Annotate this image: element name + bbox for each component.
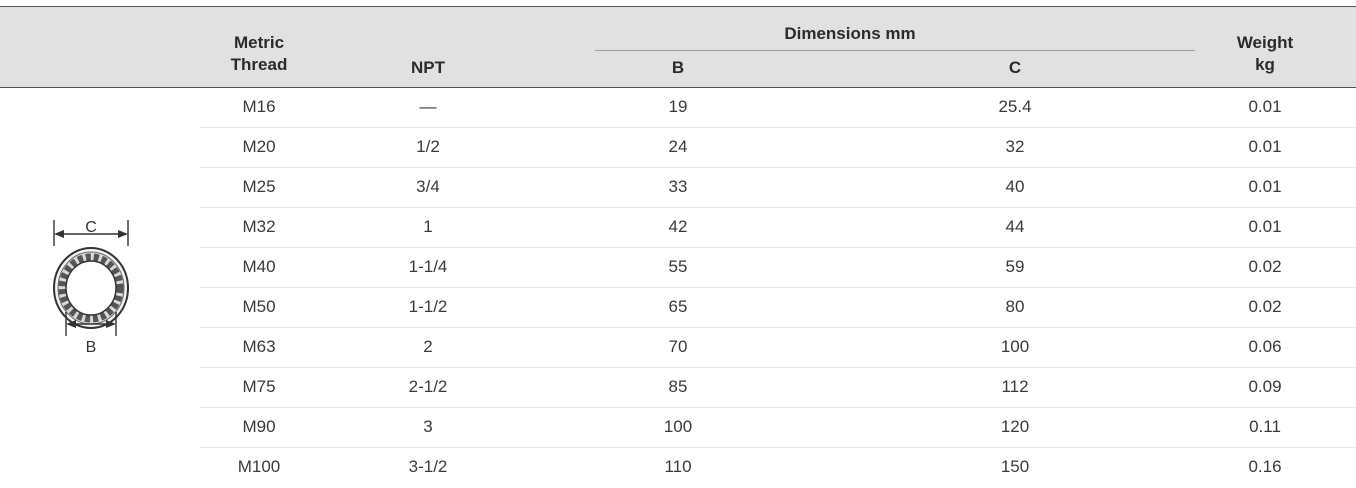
cell-weight: 0.01 (1248, 177, 1282, 196)
cell-weight: 0.06 (1248, 337, 1282, 356)
c-arrow-right (118, 230, 128, 238)
diagram-label-b: B (86, 339, 97, 356)
ring-seal-diagram-icon: C B (40, 212, 150, 372)
header-c: C (1008, 58, 1022, 77)
row-divider (200, 447, 1356, 448)
cell-b: 55 (668, 257, 688, 276)
cell-weight: 0.02 (1248, 297, 1282, 316)
cell-weight: 0.01 (1248, 217, 1282, 236)
cell-npt: 3/4 (416, 177, 440, 196)
cell-b: 24 (668, 137, 688, 156)
cell-npt: 1 (423, 217, 433, 236)
cell-weight: 0.09 (1248, 377, 1282, 396)
cell-thread: M63 (242, 337, 276, 356)
cell-c: 100 (1000, 337, 1030, 356)
ring-inner (65, 260, 117, 316)
table-row: M20 1/2 24 32 0.01 (0, 128, 1356, 168)
cell-b: 70 (668, 337, 688, 356)
cell-thread: M90 (242, 417, 276, 436)
header-npt: NPT (411, 58, 445, 77)
row-divider (200, 207, 1356, 208)
cell-b: 19 (668, 97, 688, 116)
cell-b: 110 (664, 457, 692, 476)
cell-npt: 3 (423, 417, 433, 436)
b-arrow-left (66, 320, 76, 328)
row-divider (200, 407, 1356, 408)
cell-thread: M40 (242, 257, 276, 276)
cell-npt: 1/2 (416, 137, 440, 156)
header-metric-line1: Metric (233, 33, 285, 52)
header-b: B (671, 58, 685, 77)
cell-npt: 2-1/2 (408, 377, 448, 396)
cell-c: 150 (1000, 457, 1030, 476)
cell-c: 40 (1005, 177, 1025, 196)
cell-b: 65 (668, 297, 688, 316)
table-row: M63 2 70 100 0.06 (0, 328, 1356, 368)
cell-weight: 0.02 (1248, 257, 1282, 276)
cell-b: 42 (668, 217, 688, 236)
cell-thread: M32 (242, 217, 276, 236)
cell-weight: 0.11 (1249, 417, 1281, 436)
table-row: M90 3 100 120 0.11 (0, 408, 1356, 448)
row-divider (200, 327, 1356, 328)
row-divider (200, 247, 1356, 248)
dimensions-group-underline (595, 50, 1195, 51)
cell-c: 44 (1005, 217, 1025, 236)
cell-thread: M20 (242, 137, 276, 156)
cell-c: 120 (1000, 417, 1030, 436)
cell-npt: 3-1/2 (408, 457, 448, 476)
cell-c: 32 (1005, 137, 1025, 156)
cell-b: 85 (668, 377, 688, 396)
header-weight-line2: kg (1255, 55, 1275, 74)
top-rule (0, 6, 1356, 7)
c-arrow-left (54, 230, 64, 238)
cell-weight: 0.01 (1248, 97, 1282, 116)
table-header (0, 7, 1356, 87)
cell-npt: — (419, 97, 437, 116)
row-divider (200, 367, 1356, 368)
cell-npt: 1-1/2 (408, 297, 448, 316)
cell-thread: M100 (237, 457, 281, 476)
header-weight: Weight kg (1200, 32, 1330, 76)
cell-c: 112 (1001, 377, 1029, 396)
diagram-label-c: C (85, 219, 97, 236)
table-row: M40 1-1/4 55 59 0.02 (0, 248, 1356, 288)
table-row: M25 3/4 33 40 0.01 (0, 168, 1356, 208)
cell-weight: 0.01 (1248, 137, 1282, 156)
cell-thread: M16 (242, 97, 276, 116)
cell-c: 25.4 (998, 97, 1032, 116)
table-row: M100 3-1/2 110 150 0.16 (0, 448, 1356, 488)
row-divider (200, 127, 1356, 128)
row-divider (200, 287, 1356, 288)
header-metric-thread: Metric Thread (200, 32, 318, 76)
table-row: M32 1 42 44 0.01 (0, 208, 1356, 248)
cell-thread: M75 (242, 377, 276, 396)
header-dimensions: Dimensions mm (784, 24, 916, 43)
header-weight-line1: Weight (1236, 33, 1294, 52)
row-divider (200, 167, 1356, 168)
table-row: M75 2-1/2 85 112 0.09 (0, 368, 1356, 408)
header-rule (0, 87, 1356, 88)
cell-thread: M25 (242, 177, 276, 196)
cell-thread: M50 (242, 297, 276, 316)
header-metric-line2: Thread (230, 55, 288, 74)
cell-weight: 0.16 (1248, 457, 1282, 476)
cell-c: 59 (1005, 257, 1025, 276)
ring-teeth (58, 253, 124, 323)
cell-npt: 2 (423, 337, 433, 356)
cell-npt: 1-1/4 (408, 257, 448, 276)
table-row: M50 1-1/2 65 80 0.02 (0, 288, 1356, 328)
cell-b: 33 (668, 177, 688, 196)
cell-b: 100 (663, 417, 693, 436)
cell-c: 80 (1005, 297, 1025, 316)
b-arrow-right (106, 320, 116, 328)
table-row: M16 — 19 25.4 0.01 (0, 88, 1356, 128)
